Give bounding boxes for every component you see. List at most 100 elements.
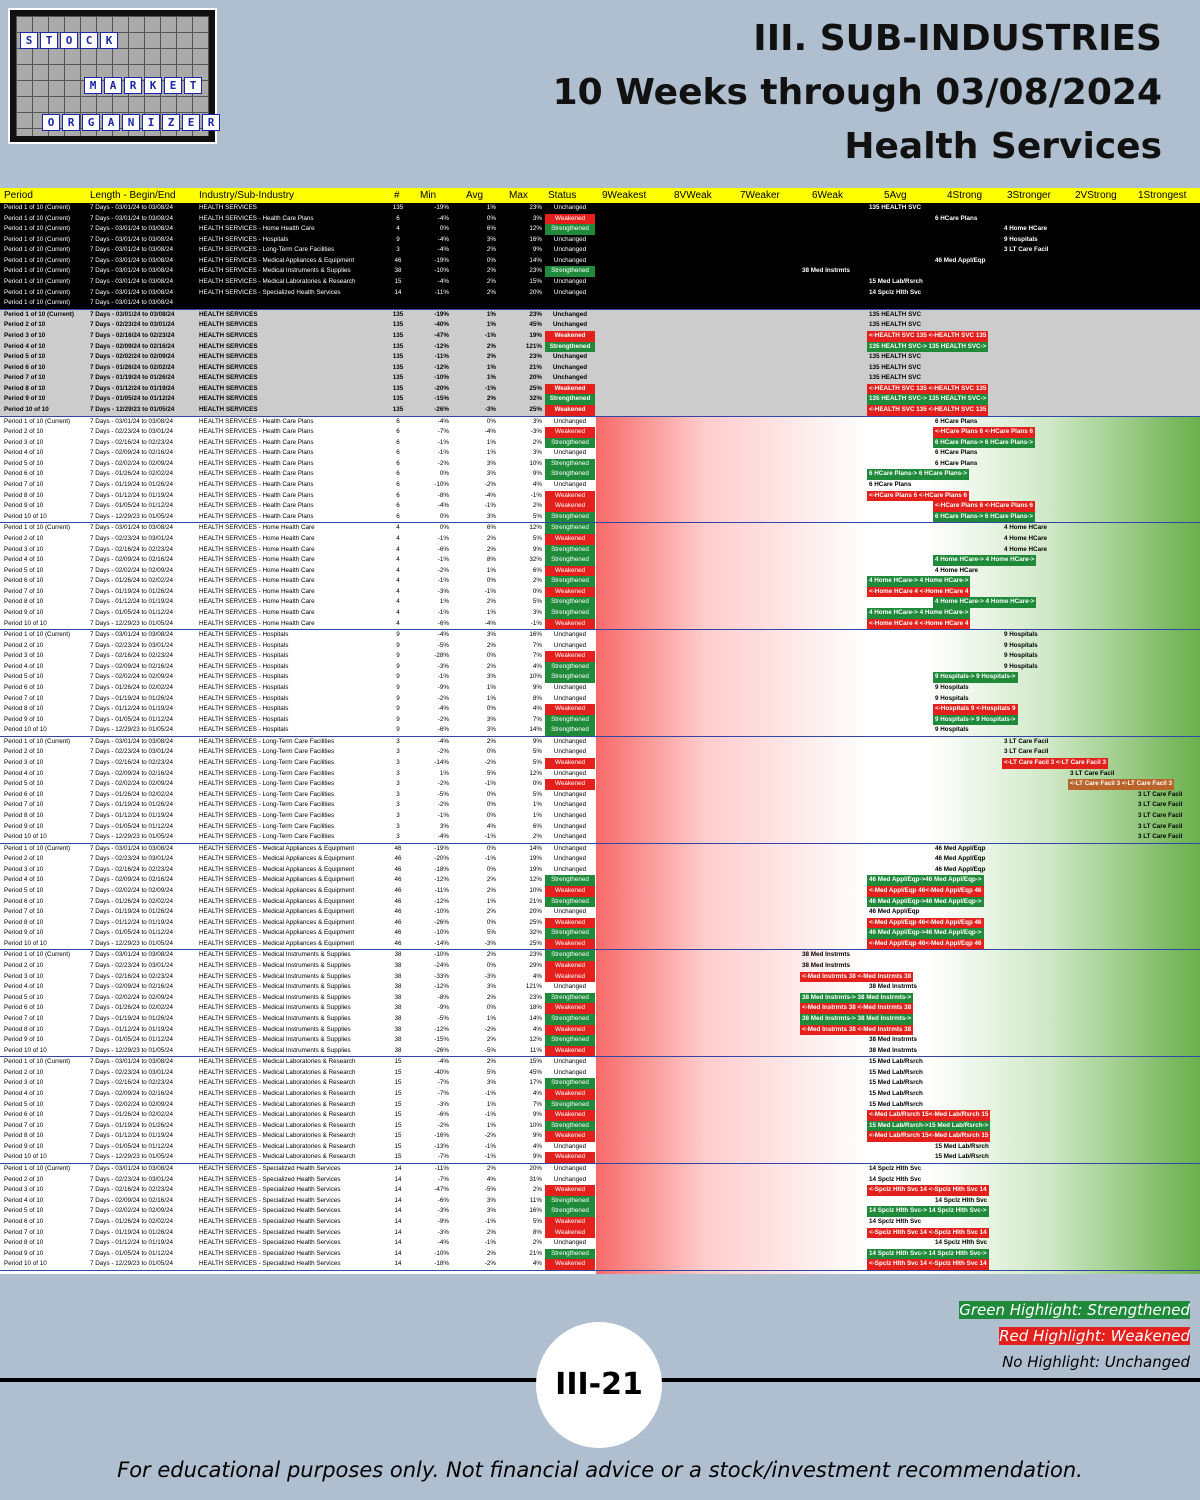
avg-cell: 1% [486,449,496,457]
industry-cell: HEALTH SERVICES [199,384,258,392]
max-cell: 23% [529,951,542,959]
strength-marker: <-Med Lab/Rsrch 15<-Med Lab/Rsrch 15 [867,1110,991,1121]
avg-cell: 1% [486,204,496,211]
strength-marker: 9 Hospitals-> 9 Hospitals-> [933,714,1018,726]
period-cell: Period 10 of 10 [4,1046,47,1054]
table-row: Period 6 of 10 7 Days - 01/26/24 to 02/02… [0,1110,1200,1121]
avg-cell: 2% [486,353,496,361]
period-cell: Period 1 of 10 (Current) [4,737,71,745]
count-cell: 3 [396,748,400,756]
count-cell: 9 [396,705,400,713]
industry-cell: HEALTH SERVICES - Long-Term Care Facilit… [199,780,335,788]
table-row: Period 6 of 10 7 Days - 01/26/24 to 02/02… [0,1216,1200,1228]
table-row: Period 3 of 10 7 Days - 02/16/24 to 02/23… [0,437,1200,449]
count-cell: 46 [394,876,402,884]
strength-marker: 135 HEALTH SVC [869,204,922,211]
avg-cell: 3% [486,631,496,639]
table-row: Period 9 of 10 7 Days - 01/05/24 to 01/12… [0,1248,1200,1260]
min-cell: -6% [437,619,449,627]
logo-letter: R [124,77,142,94]
industry-cell: HEALTH SERVICES - Medical Instruments & … [199,1046,351,1054]
avg-cell: 0% [486,865,496,873]
min-cell: 1% [439,598,449,606]
count-cell: 9 [396,235,400,243]
strength-marker: 46 Med Appl/Eqp [935,855,986,863]
table-row: Period 4 of 10 7 Days - 02/09/24 to 02/16… [0,555,1200,566]
status-cell: Unchanged [553,1068,587,1076]
industry-cell: HEALTH SERVICES - Medical Laboratories &… [199,278,356,286]
period-cell: Period 6 of 10 [4,1217,44,1225]
status-cell: Strengthened [545,266,595,278]
table-row: Period 4 of 10 7 Days - 02/09/24 to 02/16… [0,341,1200,353]
table-row: Period 4 of 10 7 Days - 02/09/24 to 02/16… [0,448,1200,459]
logo-letter: E [182,114,200,131]
max-cell: 14% [529,1014,542,1022]
max-cell: 9% [532,246,542,254]
industry-cell: HEALTH SERVICES - Home Health Care [199,598,315,606]
max-cell: 12% [529,225,542,233]
avg-cell: 5% [486,1068,496,1076]
count-cell: 15 [394,1111,402,1119]
table-row: Period 4 of 10 7 Days - 02/09/24 to 02/16… [0,1195,1200,1207]
table-row: Period 5 of 10 7 Days - 02/02/24 to 02/09… [0,992,1200,1004]
column-header: Max [509,190,528,201]
max-cell: 2% [532,1186,542,1194]
status-cell: Strengthened [545,1078,595,1089]
strength-marker: 6 HCare Plans [869,481,912,489]
count-cell: 9 [396,631,400,639]
logo-letter: R [62,114,80,131]
status-cell: Weakened [545,961,595,972]
status-cell: Strengthened [545,672,595,684]
table-row: Period 4 of 10 7 Days - 02/09/24 to 02/16… [0,661,1200,673]
period-cell: Period 10 of 10 [4,1153,47,1161]
status-cell: Weakened [545,779,595,790]
industry-cell: HEALTH SERVICES - Health Care Plans [199,459,314,467]
max-cell: 9% [532,1111,542,1119]
length-cell: 7 Days - 12/29/23 to 01/05/24 [90,726,173,734]
count-cell: 15 [394,1121,402,1129]
min-cell: -10% [434,481,449,489]
strength-marker: 15 Med Lab/Rsrch [869,1079,923,1087]
count-cell: 3 [396,769,400,777]
min-cell: -12% [434,342,449,350]
table-row: Period 10 of 10 7 Days - 12/29/23 to 01/0… [0,1259,1200,1271]
industry-cell: HEALTH SERVICES - Medical Appliances & E… [199,897,355,905]
min-cell: -6% [437,1111,449,1119]
count-cell: 38 [394,972,402,980]
industry-cell: HEALTH SERVICES - Hospitals [199,662,289,670]
status-cell: Strengthened [545,224,595,235]
table-row: Period 1 of 10 (Current) 7 Days - 03/01/2… [0,1057,1200,1068]
period-cell: Period 10 of 10 [4,1260,47,1268]
length-cell: 7 Days - 02/02/24 to 02/09/24 [90,887,173,894]
table-row: Period 9 of 10 7 Days - 01/05/24 to 01/12… [0,714,1200,726]
industry-cell: HEALTH SERVICES - Specialized Health Ser… [199,288,341,296]
industry-cell: HEALTH SERVICES - Medical Appliances & E… [199,939,355,947]
table-row: Period 1 of 10 (Current) 7 Days - 03/01/2… [0,950,1200,962]
status-cell: Unchanged [553,641,587,649]
table-row: Period 7 of 10 7 Days - 01/19/24 to 01/26… [0,1120,1200,1132]
count-cell: 15 [394,1153,402,1161]
period-cell: Period 3 of 10 [4,1186,44,1194]
max-cell: 4% [532,1260,542,1268]
status-cell: Strengthened [545,1013,595,1025]
strength-marker: <-Home HCare 4 <-Home HCare 4 [867,586,971,598]
avg-cell: 1% [486,1014,496,1022]
status-cell: Unchanged [553,204,587,211]
length-cell: 7 Days - 12/29/23 to 01/05/24 [90,833,173,841]
min-cell: -26% [434,1046,449,1054]
status-cell: Strengthened [545,1035,595,1046]
industry-cell: HEALTH SERVICES - Medical Laboratories &… [199,1111,356,1119]
industry-cell: HEALTH SERVICES - Long-Term Care Facilit… [199,748,335,756]
period-cell: Period 3 of 10 [4,652,44,660]
max-cell: 9% [532,737,542,745]
logo-letter: T [184,77,202,94]
period-cell: Period 1 of 10 (Current) [4,278,71,286]
count-cell: 4 [396,556,400,564]
count-cell: 6 [396,512,400,520]
min-cell: -14% [434,759,449,767]
column-header: Length - Begin/End [90,190,176,201]
period-cell: Period 6 of 10 [4,897,44,905]
strength-marker: 38 Med Instrmts [869,983,917,991]
max-cell: 9% [532,545,542,553]
